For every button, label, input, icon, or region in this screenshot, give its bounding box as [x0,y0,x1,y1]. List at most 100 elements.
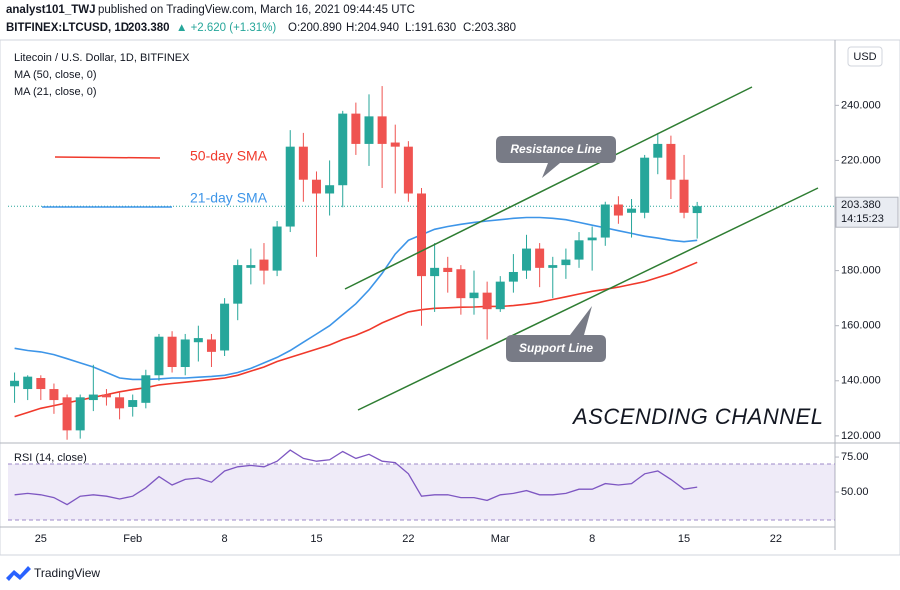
candle-body [417,193,426,277]
candle-body [311,179,321,194]
published: published on TradingView.com, March 16, … [98,4,415,16]
y-tick-label: 50.00 [841,486,869,498]
y-tick-label: 180.000 [841,265,881,277]
candle-body [403,146,413,194]
candle-body [23,376,33,390]
candle-body [613,204,623,216]
candle-body [600,204,610,238]
sma50-label: 50-day SMA [190,148,268,164]
candle-body [36,378,46,390]
candle-body [325,185,335,194]
candle-body [220,303,230,351]
candle-body [627,208,637,213]
candle-body [653,143,663,158]
candle-body [679,179,689,213]
resistance-text: Resistance Line [510,142,602,156]
support-text: Support Line [519,341,593,355]
countdown: 14:15:23 [841,213,884,225]
rsi-title: RSI (14, close) [14,452,87,464]
candle-body [141,375,151,403]
currency-box [847,46,883,67]
sma50-key-line [54,156,161,159]
ohlc-open: O:200.890 [288,22,342,34]
candle-body [167,336,177,368]
legend-ma50: MA (50, close, 0) [14,69,97,81]
x-tick-label: 22 [770,533,782,545]
candle-body [338,113,348,186]
candle-body [456,269,466,299]
support-trendline [357,187,819,411]
candle-body [482,292,492,310]
candle-body [115,397,125,409]
resistance-callout [496,136,616,178]
candle-body [259,259,269,271]
price: 203.380 [128,22,170,34]
x-tick-label: Mar [491,533,510,545]
candle-body [285,146,295,227]
candle-body [206,339,216,352]
y-tick-label: 220.000 [841,154,881,166]
x-tick-label: Feb [123,533,142,545]
x-tick-label: 8 [222,533,228,545]
y-tick-label: 120.000 [841,430,881,442]
candle-body [574,240,584,260]
candle-body [640,157,650,213]
ohlc-close: C:203.380 [463,22,516,34]
candle-body [522,248,532,271]
currency: USD [853,51,876,63]
x-tick-label: 22 [402,533,414,545]
candle-body [587,237,597,241]
last-price-label: 203.380 [841,199,881,211]
candle-body [180,339,190,368]
moving-average [14,261,698,418]
candle-body [666,143,676,180]
last-price-box [835,196,899,228]
candle-body [233,265,243,304]
support-callout [506,306,606,362]
ohlc-high: H:204.940 [346,22,399,34]
rsi-band [8,464,835,520]
candle-body [377,116,387,144]
x-tick-label: 25 [35,533,47,545]
candle-body [561,259,571,266]
moving-average [14,216,698,381]
brand: TradingView [34,566,100,580]
x-tick-label: 15 [678,533,690,545]
candle-body [364,116,374,144]
candle-body [128,400,138,407]
candle-body [10,380,20,387]
candle-body [508,271,518,282]
candle-body [692,206,702,214]
plot: 25 Feb 8 15 22 Mar 8 15 22 120.000 140.000 160.000 1… [8,86,899,545]
y-tick-label: 75.00 [841,451,869,463]
candle-body [101,394,111,398]
channel-label: ASCENDING CHANNEL [571,404,824,429]
frame [0,39,900,556]
logo: TradingView [6,566,100,581]
candle-body [548,265,558,268]
candle-body [495,281,505,310]
legend-ma21: MA (21, close, 0) [14,86,97,98]
resistance-trendline [344,86,753,290]
symbol: BITFINEX:LTCUSD, 1D [6,22,129,34]
x-tick-label: 15 [310,533,322,545]
candle-body [390,142,400,147]
y-tick-label: 240.000 [841,99,881,111]
y-tick-label: 160.000 [841,320,881,332]
ohlc-low: L:191.630 [405,22,456,34]
candle-body [246,265,256,268]
chart-title: Litecoin / U.S. Dollar, 1D, BITFINEX [14,52,190,64]
y-tick-label: 140.000 [841,375,881,387]
candle-body [535,248,545,268]
candle-body [443,267,453,272]
x-tick-label: 8 [589,533,595,545]
sma21-label: 21-day SMA [190,190,268,206]
publisher: analyst101_TWJ [6,4,96,16]
candle-body [351,113,361,144]
candle-body [75,397,85,431]
candle-body [298,146,308,180]
logo-mark [6,566,31,581]
candle-body [430,267,440,277]
change: ▲ +2.620 (+1.31%) [176,22,276,34]
